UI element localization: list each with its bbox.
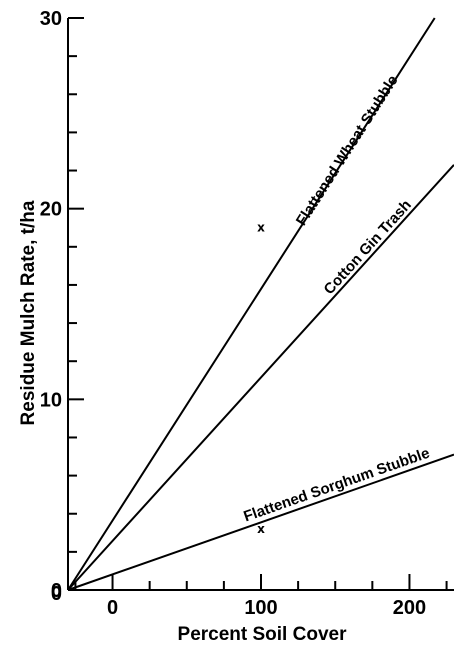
y-tick-label: 0	[51, 580, 62, 602]
y-tick-label: 30	[40, 8, 62, 30]
x-axis-title: Percent Soil Cover	[178, 624, 348, 645]
series-line	[67, 17, 436, 591]
y-tick-label: 10	[40, 389, 62, 411]
data-point-marker: x	[257, 522, 265, 536]
x-tick-label: 0	[107, 597, 118, 619]
x-tick-label: 200	[393, 597, 426, 619]
data-point-marker: x	[257, 221, 265, 235]
origin-tick-label: 0	[51, 583, 62, 605]
x-tick-label: 100	[244, 597, 277, 619]
y-axis-title: Residue Mulch Rate, t/ha	[18, 200, 39, 425]
series-label: Flattened Wheat Stubble	[293, 72, 402, 229]
series-line	[67, 164, 454, 591]
y-tick-label: 20	[40, 199, 62, 221]
series-label: Cotton Gin Trash	[321, 197, 415, 299]
series-label: Flattened Sorghum Stubble	[241, 445, 431, 526]
series-layer: xx	[67, 17, 454, 591]
series-line	[67, 453, 454, 591]
